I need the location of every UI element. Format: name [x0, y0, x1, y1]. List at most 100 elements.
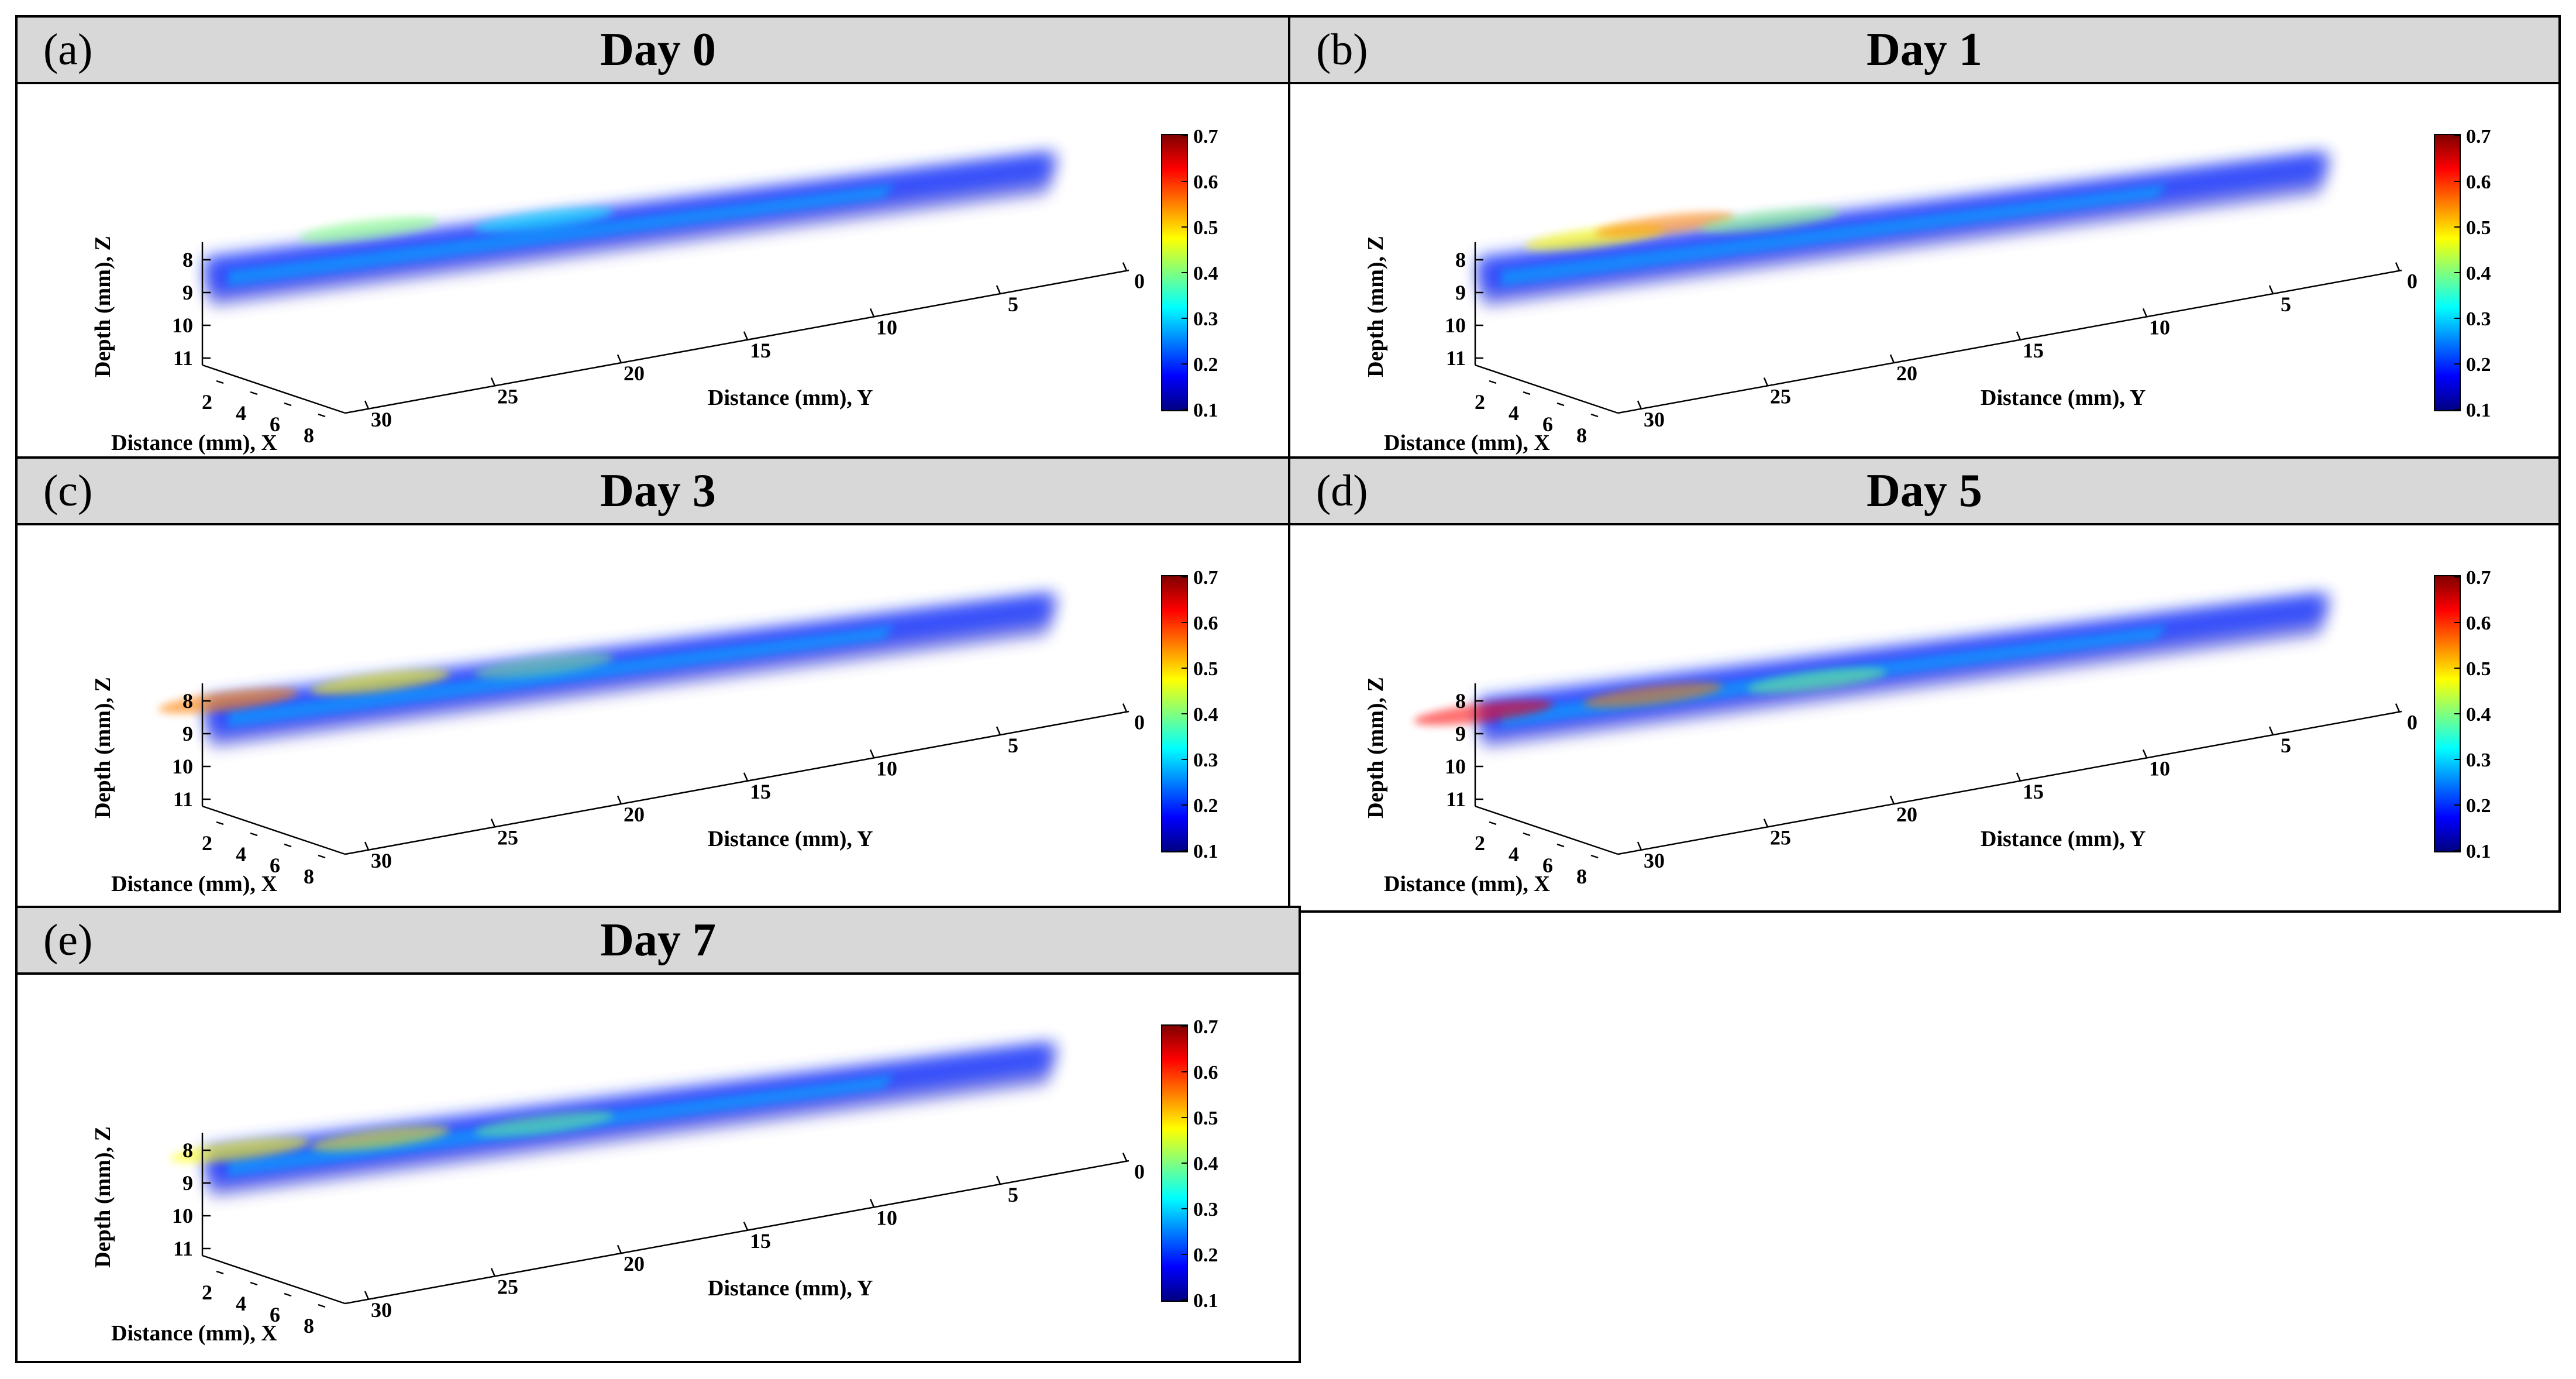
- x-axis-label: Distance (mm), X: [111, 1321, 277, 1346]
- panel-e: (e) Day 7 8 9 10 11 2 4 6 8 30 25 20 15 10 5 0 Distance…: [15, 906, 1301, 1363]
- y-tick-label: 10: [2149, 756, 2170, 780]
- y-axis-label: Distance (mm), Y: [708, 1276, 873, 1301]
- intensity-hotspot: [310, 1126, 450, 1151]
- y-axis-label: Distance (mm), Y: [1981, 386, 2145, 410]
- colorbar: 0.7 0.6 0.5 0.4 0.3 0.2 0.1: [1161, 126, 1218, 421]
- y-axis: [1617, 710, 2402, 855]
- colorbar-tick-label: 0.6: [1193, 613, 1218, 634]
- x-tick: [1590, 413, 1599, 418]
- x-tick-label: 6: [1542, 854, 1553, 877]
- panel-header: (e) Day 7: [18, 908, 1299, 975]
- colorbar-tick-label: 0.3: [1193, 749, 1218, 771]
- x-tick: [216, 1270, 224, 1275]
- y-tick: [743, 772, 749, 782]
- y-tick-label: 30: [1644, 408, 1665, 431]
- y-tick-label: 30: [1644, 849, 1665, 872]
- x-tick-label: 6: [1542, 412, 1553, 436]
- y-tick-label: 15: [2023, 339, 2044, 362]
- y-tick-label: 10: [2149, 315, 2170, 339]
- x-tick-label: 8: [304, 1314, 314, 1337]
- colorbar-tick-label: 0.4: [1193, 704, 1218, 725]
- z-tick-label: 10: [172, 314, 193, 337]
- x-axis: [1475, 364, 1618, 414]
- y-axis: [345, 1160, 1129, 1305]
- y-tick: [743, 331, 749, 341]
- x-tick: [318, 854, 326, 859]
- x-axis-label: Distance (mm), X: [111, 431, 277, 455]
- x-axis-label: Distance (mm), X: [111, 872, 277, 896]
- x-tick-label: 2: [1475, 390, 1485, 414]
- colorbar-tick-label: 0.3: [1193, 308, 1218, 330]
- intensity-hotspot: [170, 1137, 310, 1163]
- x-tick: [1556, 402, 1565, 407]
- y-tick-label: 10: [876, 315, 897, 339]
- colorbar-tick-label: 0.7: [2466, 126, 2491, 147]
- colorbar-tick-label: 0.5: [1193, 658, 1218, 680]
- y-tick: [996, 285, 1001, 294]
- z-tick-label: 9: [1455, 722, 1466, 745]
- y-tick: [364, 400, 370, 410]
- x-tick: [250, 391, 258, 396]
- y-tick-label: 5: [1008, 734, 1018, 757]
- z-axis-label: Depth (mm), Z: [1363, 677, 1388, 819]
- volume-rendering: [170, 1042, 1059, 1197]
- x-tick: [250, 1281, 258, 1286]
- y-tick: [743, 1222, 749, 1231]
- y-tick-label: 20: [624, 803, 645, 826]
- axes: [201, 683, 1129, 855]
- panel-title: Day 1: [1866, 24, 1982, 75]
- x-tick-label: 8: [304, 865, 314, 888]
- y-tick-label: 0: [1134, 270, 1145, 293]
- z-axis-label: Depth (mm), Z: [91, 236, 115, 377]
- z-tick-label: 9: [182, 722, 193, 745]
- x-axis-label: Distance (mm), X: [1384, 872, 1550, 896]
- z-tick-label: 9: [1455, 281, 1466, 304]
- colorbar-tick-label: 0.1: [2466, 841, 2491, 862]
- z-tick-label: 11: [173, 346, 193, 370]
- y-tick-label: 5: [2281, 293, 2291, 316]
- z-axis-label: Depth (mm), Z: [1363, 236, 1388, 377]
- axes: [201, 1133, 1129, 1305]
- y-tick-label: 0: [1134, 711, 1145, 734]
- y-tick: [1122, 1153, 1128, 1162]
- z-tick-label: 10: [172, 755, 193, 778]
- z-tick-label: 10: [1445, 314, 1466, 337]
- z-tick-label: 10: [172, 1204, 193, 1227]
- z-tick-label: 11: [1446, 346, 1466, 370]
- colorbar-tick-label: 0.5: [2466, 658, 2491, 680]
- colorbar-tick-label: 0.4: [2466, 704, 2491, 725]
- panel-label: (c): [43, 466, 93, 515]
- y-tick: [1122, 262, 1128, 271]
- y-tick: [617, 1244, 622, 1254]
- colorbar-tick-label: 0.3: [2466, 308, 2491, 330]
- colorbar-tick-label: 0.6: [1193, 1062, 1218, 1084]
- z-tick-label: 8: [182, 248, 193, 271]
- x-tick-label: 4: [236, 1292, 246, 1315]
- colorbar-tick-label: 0.1: [1193, 400, 1218, 421]
- colorbar-tick-label: 0.6: [2466, 613, 2491, 634]
- x-tick-label: 4: [236, 401, 246, 425]
- axes: [201, 242, 1129, 414]
- z-tick-label: 11: [173, 787, 193, 811]
- y-tick-label: 0: [2407, 270, 2417, 293]
- x-tick: [216, 380, 224, 384]
- volume-rendering: [1413, 593, 2332, 748]
- volume-plot: 8 9 10 11 2 4 6 8 30 25 20 15 10 5 0 Distance (mm), X Di…: [1290, 525, 2571, 912]
- panel-d: (d) Day 5 8 9 10 11 2 4 6 8 30 25 20 15 10 5 0 Distance…: [1288, 456, 2561, 913]
- y-tick: [2016, 772, 2021, 782]
- y-tick: [1763, 819, 1769, 828]
- colorbar-tick-label: 0.2: [1193, 795, 1218, 817]
- volume-band: [228, 184, 895, 286]
- panel-label: (a): [43, 25, 93, 74]
- colorbar-tick-label: 0.5: [1193, 1108, 1218, 1129]
- y-tick-label: 25: [1770, 826, 1791, 850]
- y-tick: [2142, 308, 2148, 317]
- volume-rendering: [205, 152, 1059, 307]
- y-tick: [1122, 703, 1128, 713]
- volume-plot: 8 9 10 11 2 4 6 8 30 25 20 15 10 5 0 Distance (mm), X Di…: [1290, 84, 2571, 470]
- colorbar-tick-label: 0.2: [2466, 795, 2491, 817]
- y-tick-label: 20: [624, 362, 645, 385]
- panel-label: (b): [1316, 25, 1368, 74]
- x-tick: [1556, 843, 1565, 848]
- x-tick-label: 2: [1475, 831, 1485, 855]
